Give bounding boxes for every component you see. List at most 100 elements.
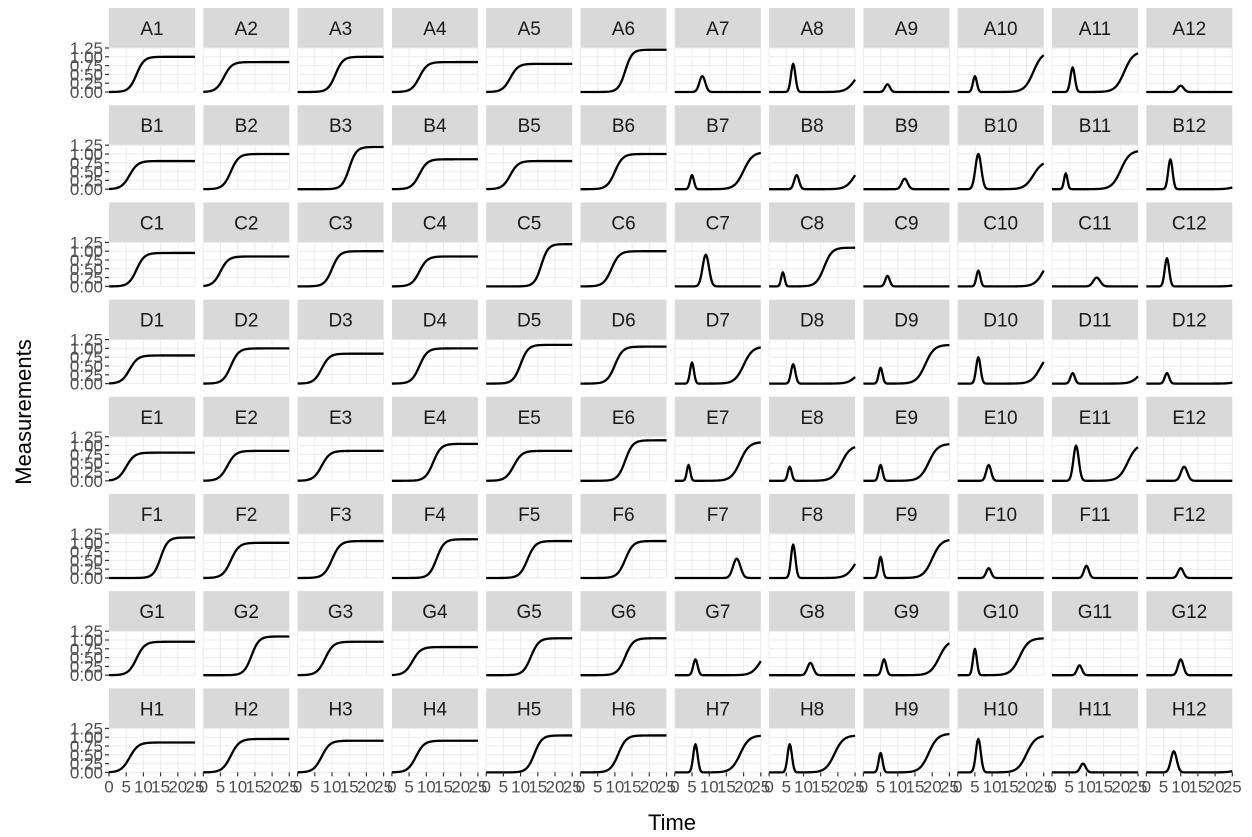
- facet-panel-H8: H8: [768, 688, 856, 774]
- facet-strip: [580, 8, 667, 48]
- y-tick-label: 0.25: [70, 755, 103, 774]
- y-tick-label: 0.75: [70, 154, 103, 173]
- facet-label: F8: [801, 505, 823, 526]
- facet-panel-F1: F1: [108, 494, 196, 580]
- facet-panel-B6: B6: [580, 105, 667, 191]
- facet-strip: [109, 8, 195, 48]
- facet-strip: [674, 299, 761, 340]
- x-tick-label: 5: [404, 777, 413, 796]
- facet-panel-C10: C10: [957, 202, 1045, 288]
- facet-label: H8: [800, 699, 824, 720]
- facet-label: G5: [517, 602, 542, 623]
- facet-label: H4: [423, 699, 448, 720]
- y-tick-label: 0.75: [70, 57, 103, 76]
- facet-panel-G10: G10: [957, 591, 1045, 677]
- facet-strip: [486, 494, 573, 534]
- series-line-D10: [957, 356, 1045, 385]
- facet-strip: [1052, 688, 1138, 729]
- facet-panel-F7: F7: [674, 494, 762, 580]
- facet-label: G10: [983, 602, 1019, 623]
- y-tick-label: 0.50: [70, 65, 103, 84]
- x-tick-label: 5: [687, 777, 696, 796]
- facet-label: C2: [234, 213, 258, 234]
- facet-label: A8: [800, 19, 823, 40]
- facet-strip: [1146, 591, 1233, 632]
- facet-label: G6: [611, 602, 636, 623]
- facet-strip: [1146, 494, 1233, 534]
- facet-label: G8: [799, 602, 824, 623]
- y-tick-label: 0.75: [70, 251, 103, 270]
- y-tick-label: 0.75: [70, 640, 103, 659]
- facet-strip: [1052, 8, 1138, 48]
- facet-label: D8: [800, 311, 824, 332]
- facet-panel-D12: D12: [1145, 299, 1233, 385]
- x-tick-label: 20: [168, 777, 187, 796]
- x-tick-label: 5: [876, 777, 885, 796]
- facet-panel-E8: E8: [768, 396, 856, 482]
- facet-label: D5: [517, 311, 541, 332]
- series-line-E2: [203, 449, 290, 482]
- x-tick-label: 0: [859, 777, 868, 796]
- facet-panel-H11: H11: [1051, 688, 1139, 774]
- x-tick-label: 0: [104, 777, 113, 796]
- y-tick-label: 1.00: [70, 534, 103, 553]
- facet-label: B6: [612, 116, 635, 137]
- facet-strip: [203, 396, 290, 437]
- facet-label: D6: [611, 311, 635, 332]
- facet-label: E1: [140, 408, 163, 429]
- facet-panel-D2: D2: [202, 299, 290, 385]
- facet-panel-H1: H1: [108, 688, 196, 774]
- facet-label: C11: [1078, 213, 1111, 234]
- facet-label: A4: [423, 19, 447, 40]
- series-line-B2: [203, 152, 290, 191]
- facet-strip: [1146, 688, 1233, 729]
- facet-label: D2: [234, 311, 258, 332]
- facet-panel-D6: D6: [580, 299, 667, 385]
- facet-panel-C5: C5: [485, 202, 573, 288]
- y-tick-label: 1.00: [70, 631, 103, 650]
- series-line-D8: [768, 363, 856, 385]
- x-tick-label: 0: [293, 777, 302, 796]
- facet-panel-C6: C6: [580, 202, 667, 288]
- y-tick-label: 1.25: [70, 136, 103, 155]
- x-tick-label: 5: [593, 777, 602, 796]
- x-tick-label: 10: [511, 777, 530, 796]
- facet-strip: [674, 8, 761, 48]
- facet-strip: [863, 105, 950, 146]
- y-tick-label: 0.75: [70, 543, 103, 562]
- series-line-E12: [1146, 465, 1233, 482]
- facet-panel-C7: C7: [674, 202, 762, 288]
- facet-label: B8: [800, 116, 823, 137]
- facet-strip: [391, 8, 478, 48]
- facet-strip: [674, 591, 761, 632]
- facet-panel-F12: F12: [1145, 494, 1233, 580]
- facet-panel-C3: C3: [297, 202, 385, 288]
- series-line-E6: [580, 439, 667, 482]
- y-tick-label: 0.25: [70, 269, 103, 288]
- x-tick-label: 15: [434, 777, 453, 796]
- facet-strip: [580, 202, 667, 243]
- facet-strip: [391, 105, 478, 146]
- facet-panel-F11: F11: [1051, 494, 1139, 580]
- facet-panel-E3: E3: [297, 396, 385, 482]
- facet-strip: [391, 299, 478, 340]
- series-line-C5: [485, 243, 573, 288]
- facet-strip: [486, 591, 573, 632]
- series-line-G1: [108, 640, 196, 677]
- facet-label: D1: [140, 311, 164, 332]
- facet-strip: [863, 591, 950, 632]
- y-tick-label: 1.25: [70, 719, 103, 738]
- facet-panel-C4: C4: [391, 202, 479, 288]
- series-line-B11: [1051, 150, 1139, 191]
- facet-panel-G3: G3: [297, 591, 385, 677]
- series-line-F12: [1146, 566, 1233, 580]
- y-tick-label: 1.00: [70, 242, 103, 261]
- facet-panel-C2: C2: [202, 202, 290, 288]
- facet-label: H3: [328, 699, 352, 720]
- facet-strip: [297, 688, 384, 729]
- series-line-G7: [674, 658, 762, 677]
- x-tick-label: 0: [1142, 777, 1151, 796]
- facet-panel-A3: A3: [297, 8, 385, 94]
- facet-strip: [109, 396, 195, 437]
- facet-panel-G12: G12: [1145, 591, 1233, 677]
